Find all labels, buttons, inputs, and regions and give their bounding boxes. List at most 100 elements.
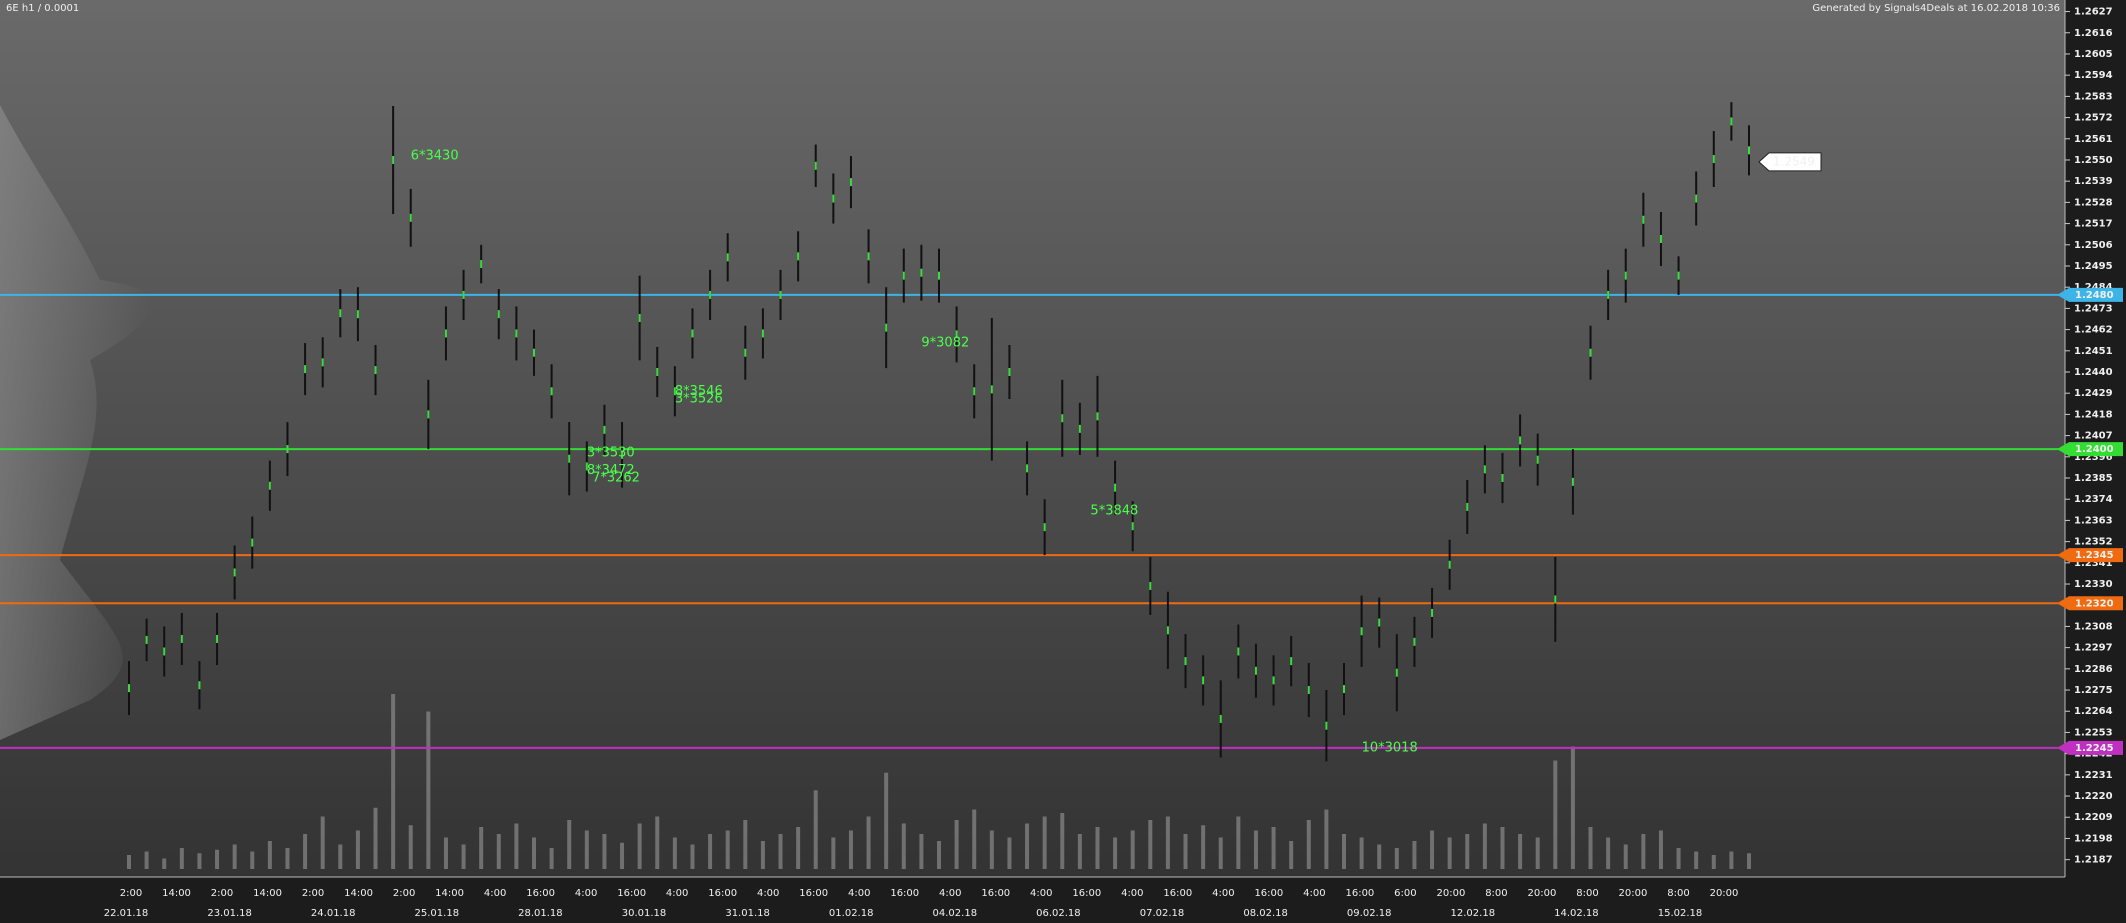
level-tag bbox=[2057, 287, 2123, 302]
volume-bar bbox=[303, 834, 308, 869]
volume-bar bbox=[162, 858, 167, 869]
time-label: 14:00 bbox=[253, 888, 282, 899]
volume-bar bbox=[919, 834, 924, 869]
date-label: 09.02.18 bbox=[1347, 908, 1392, 919]
volume-bar bbox=[690, 844, 695, 869]
volume-bar bbox=[989, 830, 994, 869]
volume-bar bbox=[672, 837, 677, 869]
volume-bar bbox=[1430, 830, 1435, 869]
volume-bar bbox=[320, 816, 325, 869]
volume-bar bbox=[1535, 837, 1540, 869]
volume-bar bbox=[1447, 837, 1452, 869]
y-tick-label: 1.2517 bbox=[2074, 219, 2113, 230]
volume-bar bbox=[637, 823, 642, 869]
level-label: 1.2320 bbox=[2075, 598, 2114, 609]
time-label: 6:00 bbox=[1394, 888, 1416, 899]
volume-bar bbox=[1694, 851, 1699, 869]
time-label: 4:00 bbox=[1303, 888, 1325, 899]
time-label: 4:00 bbox=[1121, 888, 1143, 899]
time-label: 8:00 bbox=[1485, 888, 1507, 899]
volume-bar bbox=[144, 851, 149, 869]
time-label: 16:00 bbox=[1163, 888, 1192, 899]
volume-bar bbox=[778, 834, 783, 869]
time-label: 8:00 bbox=[1667, 888, 1689, 899]
date-label: 07.02.18 bbox=[1140, 908, 1185, 919]
volume-bar bbox=[127, 855, 131, 869]
volume-bar bbox=[567, 820, 572, 869]
plot-background bbox=[0, 0, 2065, 877]
y-tick-label: 1.2462 bbox=[2074, 325, 2113, 336]
date-label: 06.02.18 bbox=[1036, 908, 1081, 919]
date-label: 01.02.18 bbox=[829, 908, 874, 919]
date-label: 04.02.18 bbox=[933, 908, 978, 919]
time-label: 16:00 bbox=[617, 888, 646, 899]
volume-bar bbox=[708, 834, 713, 869]
date-label: 28.01.18 bbox=[518, 908, 563, 919]
last-price-tag bbox=[1758, 152, 1822, 172]
y-tick-label: 1.2550 bbox=[2074, 155, 2113, 166]
volume-bar bbox=[391, 694, 396, 869]
volume-bar bbox=[760, 841, 765, 869]
time-label: 16:00 bbox=[526, 888, 555, 899]
volume-bar bbox=[1042, 816, 1047, 869]
date-label: 14.02.18 bbox=[1554, 908, 1599, 919]
time-label: 4:00 bbox=[484, 888, 506, 899]
y-tick-label: 1.2594 bbox=[2074, 70, 2113, 81]
y-tick-label: 1.2572 bbox=[2074, 113, 2113, 124]
volume-bar bbox=[937, 841, 941, 869]
y-tick-label: 1.2418 bbox=[2074, 409, 2113, 420]
annotation: 8*3546 bbox=[675, 384, 723, 399]
y-tick-label: 1.2253 bbox=[2074, 727, 2113, 738]
volume-bar bbox=[1095, 827, 1100, 869]
volume-bar bbox=[1306, 820, 1311, 869]
date-label: 30.01.18 bbox=[622, 908, 667, 919]
volume-bar bbox=[1130, 830, 1135, 869]
volume-bar bbox=[1747, 853, 1751, 869]
level-tag bbox=[2057, 740, 2123, 755]
y-tick-label: 1.2616 bbox=[2074, 28, 2113, 39]
annotation: 7*3262 bbox=[592, 471, 640, 486]
y-tick-label: 1.2561 bbox=[2074, 134, 2113, 145]
volume-bar bbox=[179, 848, 184, 869]
date-label: 24.01.18 bbox=[311, 908, 356, 919]
volume-bar bbox=[901, 823, 906, 869]
time-label: 16:00 bbox=[799, 888, 828, 899]
last-price-label: 1.2549 bbox=[1773, 154, 1815, 168]
date-label: 15.02.18 bbox=[1658, 908, 1703, 919]
y-tick-label: 1.2308 bbox=[2074, 621, 2113, 632]
volume-bar bbox=[1729, 851, 1734, 869]
volume-bar bbox=[232, 844, 237, 869]
volume-bar bbox=[514, 823, 519, 869]
annotation: 10*3018 bbox=[1362, 740, 1418, 755]
y-tick-label: 1.2528 bbox=[2074, 197, 2113, 208]
time-label: 4:00 bbox=[575, 888, 597, 899]
y-tick-label: 1.2495 bbox=[2074, 261, 2113, 272]
date-label: 23.01.18 bbox=[207, 908, 252, 919]
volume-bar bbox=[743, 820, 748, 869]
y-tick-label: 1.2275 bbox=[2074, 685, 2113, 696]
level-label: 1.2480 bbox=[2075, 290, 2114, 301]
y-tick-label: 1.2264 bbox=[2074, 706, 2113, 717]
time-label: 4:00 bbox=[939, 888, 961, 899]
level-tag bbox=[2057, 548, 2123, 563]
y-tick-label: 1.2583 bbox=[2074, 91, 2113, 102]
y-tick-label: 1.2451 bbox=[2074, 346, 2113, 357]
annotation: 3*3530 bbox=[587, 445, 635, 460]
volume-bar bbox=[338, 844, 343, 869]
time-label: 4:00 bbox=[1030, 888, 1052, 899]
volume-bar bbox=[443, 837, 448, 869]
volume-bar bbox=[1676, 848, 1681, 869]
annotation: 5*3848 bbox=[1090, 503, 1138, 518]
date-label: 31.01.18 bbox=[725, 908, 770, 919]
y-tick-label: 1.2627 bbox=[2074, 7, 2113, 18]
volume-bar bbox=[532, 837, 536, 869]
volume-bar bbox=[408, 825, 413, 869]
volume-bar bbox=[1324, 809, 1329, 869]
level-label: 1.2345 bbox=[2075, 550, 2114, 561]
volume-bar bbox=[267, 841, 272, 869]
time-label: 4:00 bbox=[757, 888, 779, 899]
volume-bar bbox=[1482, 823, 1487, 869]
time-label: 16:00 bbox=[981, 888, 1010, 899]
y-tick-label: 1.2330 bbox=[2074, 579, 2113, 590]
volume-bar bbox=[602, 834, 607, 869]
